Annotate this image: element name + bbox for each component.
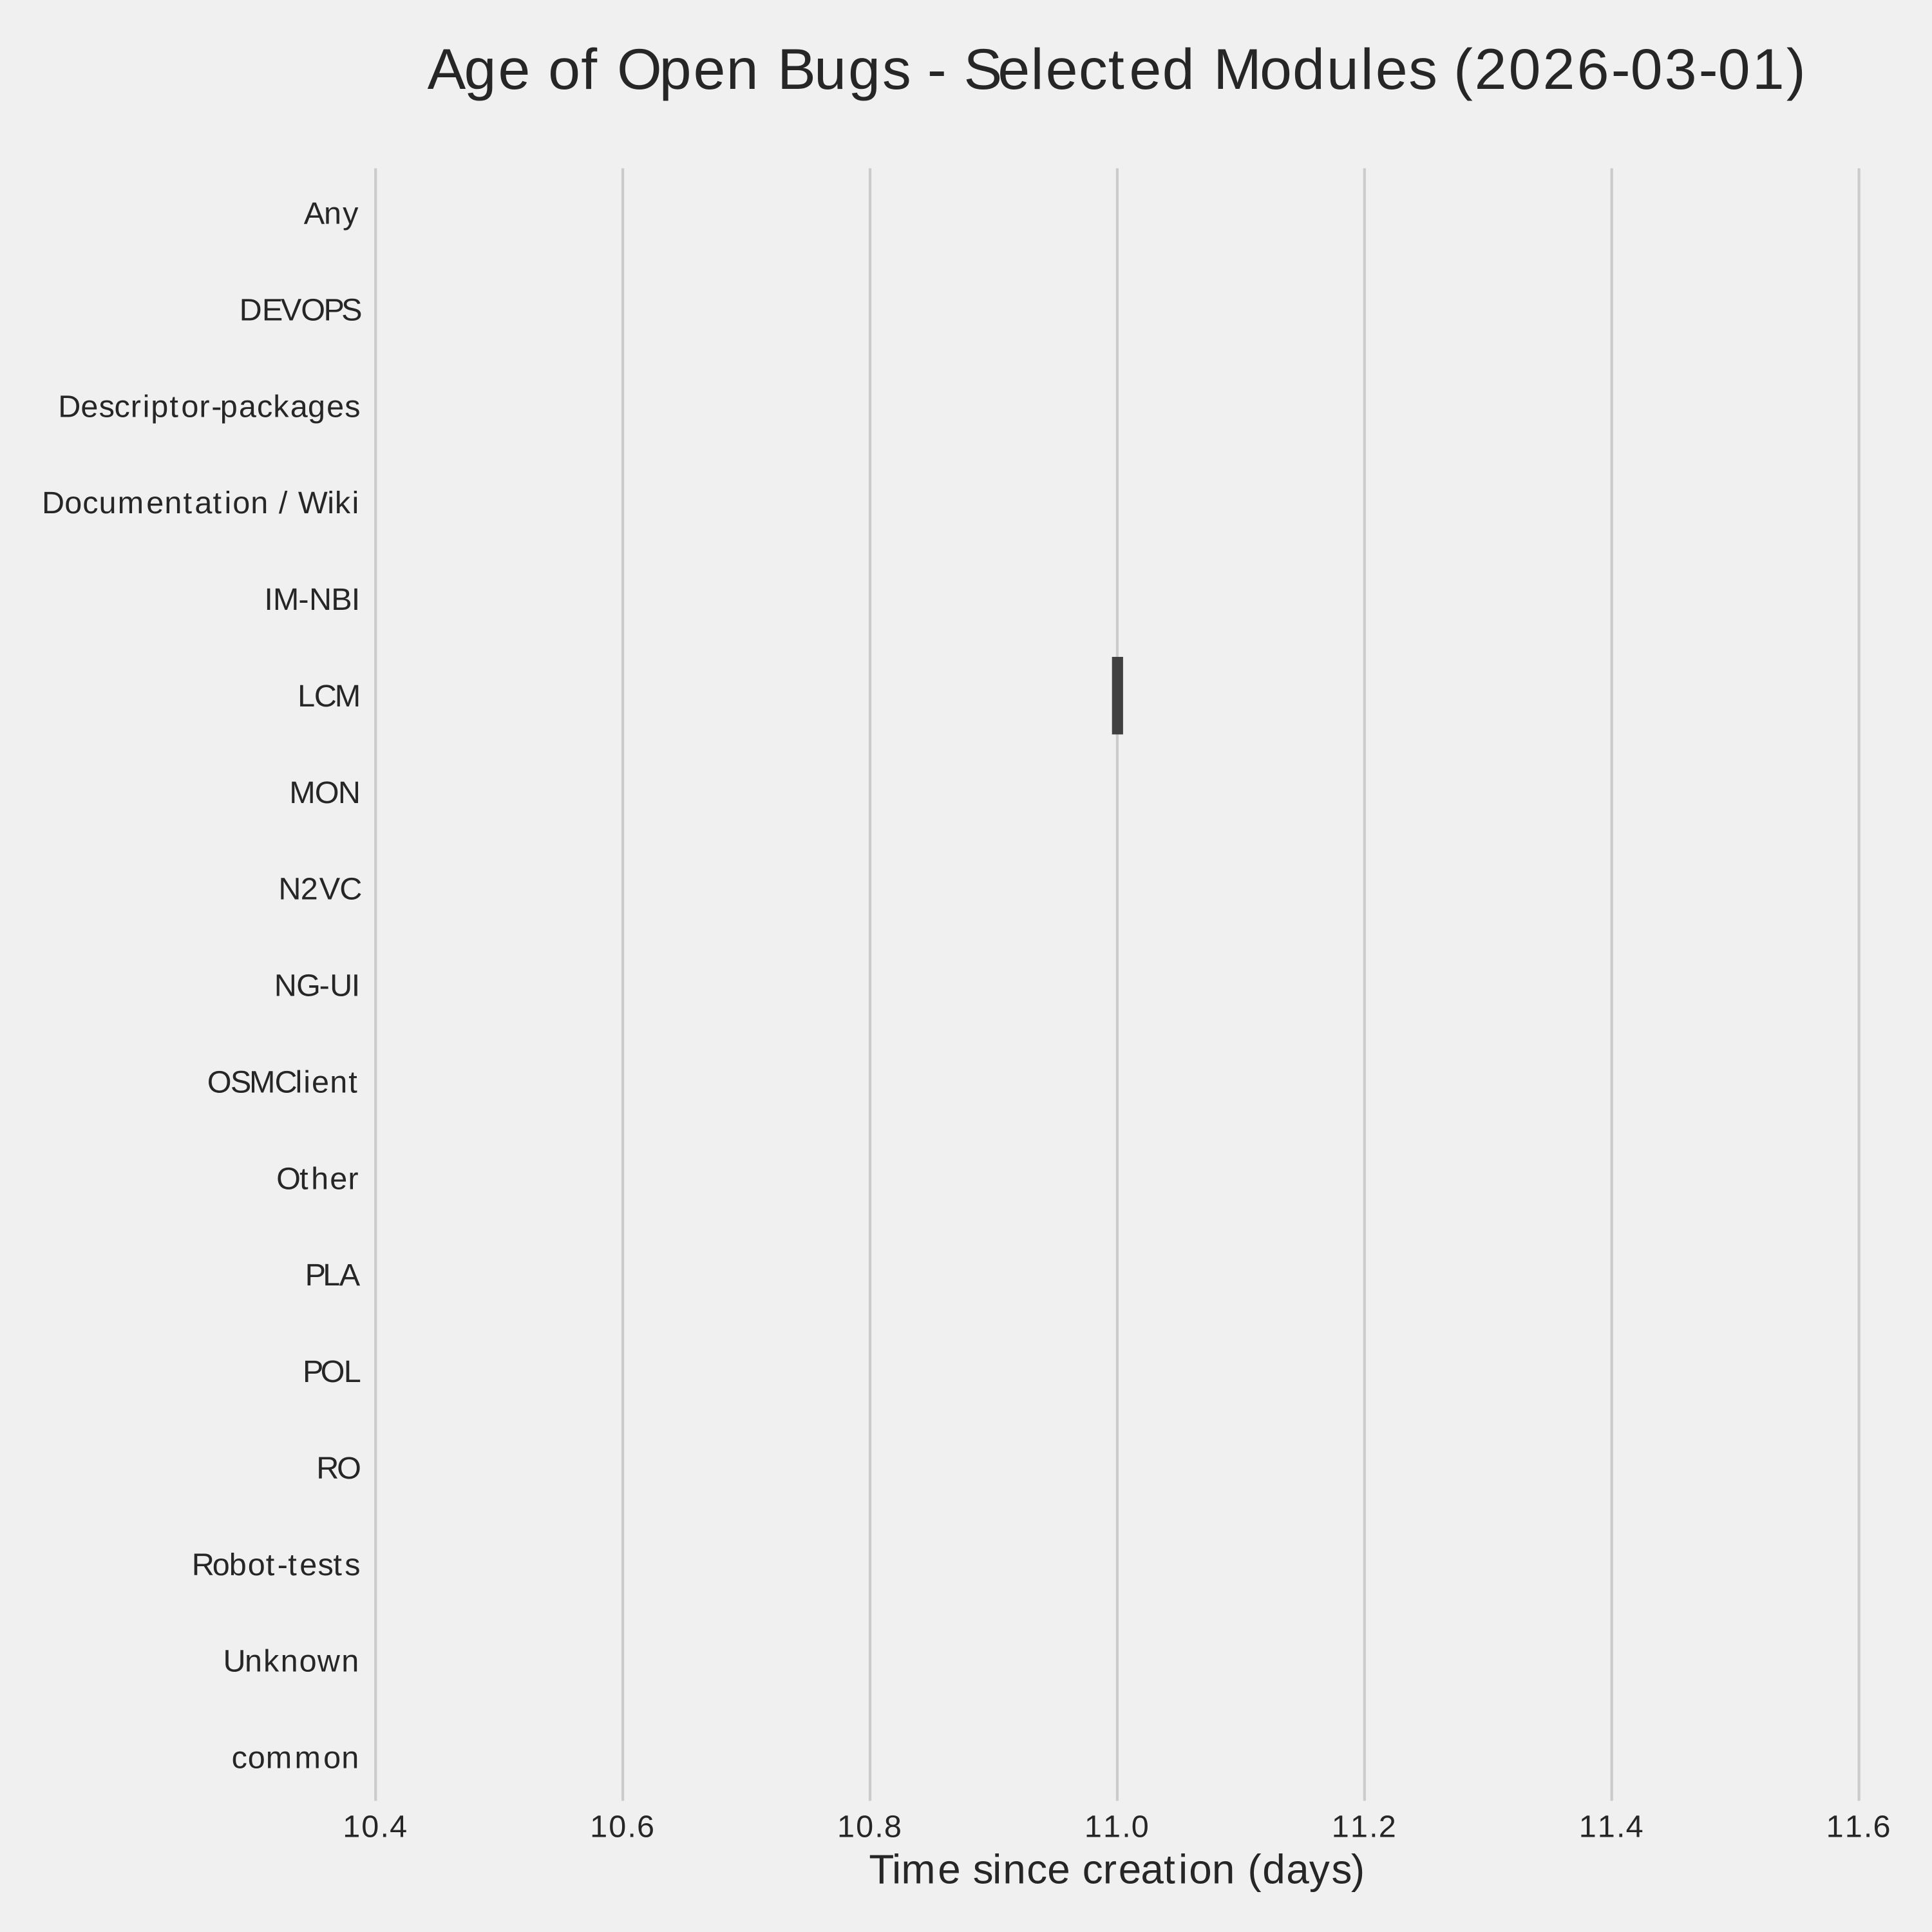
svg-text:RO: RO <box>316 1451 361 1486</box>
svg-text:POL: POL <box>303 1354 361 1389</box>
svg-text:11.6: 11.6 <box>1826 1809 1891 1844</box>
svg-text:Any: Any <box>304 196 359 231</box>
svg-text:Documentation / Wiki: Documentation / Wiki <box>42 486 359 520</box>
svg-text:LCM: LCM <box>298 679 361 714</box>
svg-text:Other: Other <box>276 1161 358 1196</box>
svg-text:11.2: 11.2 <box>1332 1809 1396 1844</box>
svg-text:11.0: 11.0 <box>1084 1809 1149 1844</box>
svg-text:N2VC: N2VC <box>278 872 362 907</box>
svg-text:NG-UI: NG-UI <box>274 969 360 1003</box>
svg-text:11.4: 11.4 <box>1579 1809 1643 1844</box>
svg-text:OSMClient: OSMClient <box>207 1065 357 1099</box>
svg-text:Age of Open Bugs - Selected Mo: Age of Open Bugs - Selected Modules (202… <box>428 37 1806 101</box>
svg-text:IM-NBI: IM-NBI <box>264 582 360 617</box>
svg-text:10.4: 10.4 <box>343 1809 407 1844</box>
svg-text:DEVOPS: DEVOPS <box>240 292 363 327</box>
svg-text:MON: MON <box>289 775 361 810</box>
svg-text:Descriptor-packages: Descriptor-packages <box>58 389 360 424</box>
svg-text:Unknown: Unknown <box>223 1644 359 1679</box>
svg-text:PLA: PLA <box>305 1258 361 1293</box>
svg-text:10.8: 10.8 <box>837 1809 902 1844</box>
svg-text:10.6: 10.6 <box>590 1809 654 1844</box>
svg-text:common: common <box>232 1741 359 1776</box>
